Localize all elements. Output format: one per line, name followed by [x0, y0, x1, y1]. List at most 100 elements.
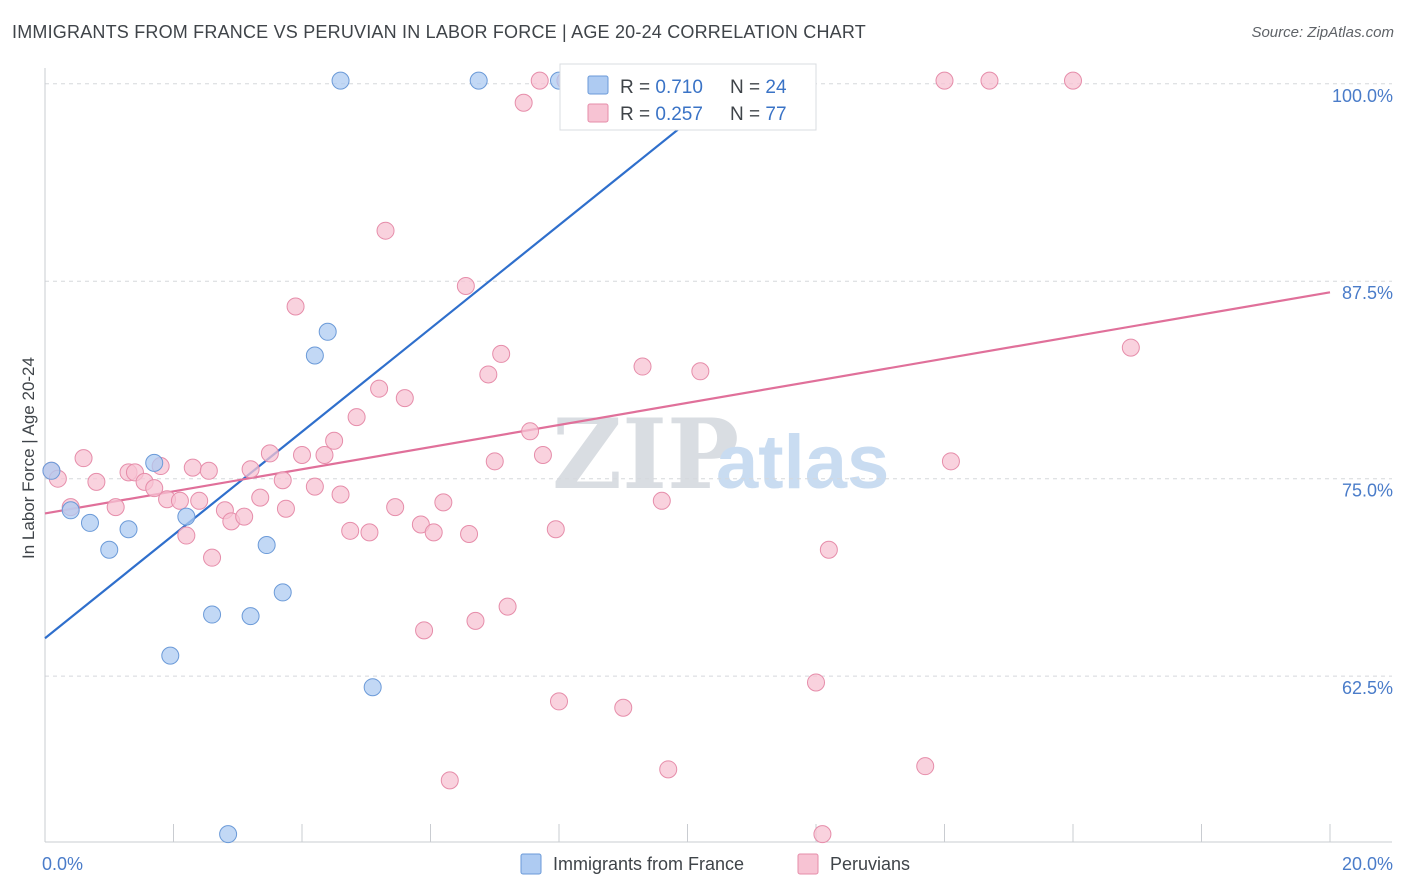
- france-point-1: [61, 501, 80, 520]
- peru-point-29: [315, 446, 334, 464]
- legend-swatch-france: [587, 75, 609, 95]
- peru-point-26: [286, 297, 305, 316]
- peru-point-45: [460, 524, 479, 543]
- france-point-10: [241, 607, 260, 626]
- series-legend-swatch-france: [520, 853, 542, 875]
- peru-point-3: [74, 449, 93, 468]
- peru-point-61: [652, 491, 671, 510]
- peru-point-52: [521, 422, 540, 441]
- france-point-15: [331, 71, 350, 90]
- svg-text:N = 77: N = 77: [730, 104, 787, 125]
- peru-point-42: [434, 493, 453, 512]
- france-point-3: [100, 540, 119, 559]
- peru-point-32: [341, 521, 360, 540]
- legend-n-label-2: N =: [730, 104, 765, 125]
- peru-point-4: [87, 472, 106, 491]
- series-legend: Immigrants from France Peruvians: [520, 853, 910, 875]
- legend-swatch-peru: [587, 103, 609, 123]
- legend-n-label-1: N =: [730, 77, 765, 98]
- peru-point-70: [941, 452, 960, 471]
- peru-point-59: [633, 357, 652, 376]
- peru-point-51: [514, 93, 533, 112]
- peru-point-40: [415, 621, 434, 640]
- peru-point-67: [819, 540, 838, 559]
- watermark-atlas: atlas: [716, 420, 889, 505]
- source-label: Source: ZipAtlas.com: [1251, 24, 1394, 41]
- peru-point-36: [376, 221, 395, 240]
- y-tick-label-2: 75.0%: [1342, 481, 1393, 501]
- peru-point-65: [813, 825, 832, 844]
- france-point-12: [273, 583, 292, 602]
- peru-point-17: [203, 548, 222, 567]
- peru-point-62: [659, 760, 678, 779]
- france-point-6: [161, 646, 180, 665]
- peru-point-43: [440, 771, 459, 790]
- france-point-2: [80, 513, 99, 532]
- france-point-9: [219, 825, 238, 844]
- peru-point-55: [550, 692, 568, 711]
- y-tick-label-0: 100.0%: [1332, 86, 1393, 106]
- peru-point-13: [177, 526, 196, 545]
- peru-point-63: [691, 362, 710, 381]
- peru-point-46: [466, 611, 485, 630]
- peru-point-48: [485, 452, 504, 471]
- france-point-5: [145, 453, 164, 472]
- series-legend-swatch-peru: [797, 853, 819, 875]
- peru-point-41: [424, 523, 443, 542]
- peru-point-53: [533, 446, 552, 464]
- x-tick-label-0: 0.0%: [42, 854, 83, 874]
- france-point-11: [257, 536, 276, 555]
- peru-point-5: [106, 498, 125, 517]
- series-legend-france: Immigrants from France: [553, 854, 744, 874]
- x-tick-labels: 0.0% 20.0%: [42, 854, 1393, 874]
- peru-point-57: [614, 698, 633, 717]
- peru-point-12: [170, 491, 189, 510]
- france-point-7: [177, 507, 196, 526]
- peru-point-74: [530, 71, 549, 90]
- series-legend-peru: Peruvians: [830, 854, 910, 874]
- legend-r-value-1: 0.710: [655, 77, 703, 98]
- legend-n-value-1: 24: [765, 77, 787, 98]
- france-point-13: [305, 346, 324, 365]
- france-point-8: [203, 605, 222, 624]
- peru-point-35: [370, 379, 389, 398]
- peru-point-14: [183, 458, 202, 477]
- france-point-17: [469, 71, 488, 90]
- legend-n-value-2: 77: [765, 104, 786, 125]
- peru-point-39: [411, 515, 430, 534]
- watermark-zip: ZIP: [552, 398, 739, 511]
- legend-r-value-2: 0.257: [655, 104, 703, 125]
- peru-point-25: [276, 499, 295, 518]
- peru-point-66: [807, 673, 825, 692]
- peru-point-37: [386, 498, 405, 517]
- peru-point-15: [190, 491, 209, 510]
- trend-line-peru: [44, 291, 1331, 515]
- france-point-16: [363, 678, 382, 697]
- svg-text:N = 24: N = 24: [730, 77, 787, 98]
- peru-point-27: [293, 446, 311, 464]
- peru-point-38: [395, 389, 414, 408]
- peru-point-50: [498, 597, 517, 616]
- peru-point-72: [1064, 71, 1082, 90]
- stats-legend: R = 0.710 N = 24 R = 0.257 N = 77: [559, 63, 817, 131]
- y-tick-labels: 100.0% 87.5% 75.0% 62.5%: [1332, 86, 1393, 698]
- peru-point-44: [456, 276, 475, 295]
- legend-r-label-2: R =: [620, 104, 655, 125]
- x-tick-label-1: 20.0%: [1342, 854, 1393, 874]
- peru-point-23: [260, 444, 279, 463]
- peru-point-69: [935, 71, 954, 90]
- grid-lines: [45, 83, 1392, 677]
- peru-point-16: [199, 461, 218, 480]
- peru-point-31: [331, 485, 350, 504]
- watermark: ZIP atlas: [552, 398, 889, 511]
- peru-point-47: [479, 365, 498, 384]
- france-point-0: [42, 461, 61, 480]
- peru-point-73: [1121, 338, 1140, 357]
- peru-point-33: [347, 408, 366, 427]
- peru-point-34: [360, 523, 379, 542]
- peru-point-24: [273, 471, 292, 490]
- svg-text:R = 0.257: R = 0.257: [620, 104, 703, 125]
- peru-point-20: [235, 507, 254, 526]
- peru-point-28: [305, 477, 324, 496]
